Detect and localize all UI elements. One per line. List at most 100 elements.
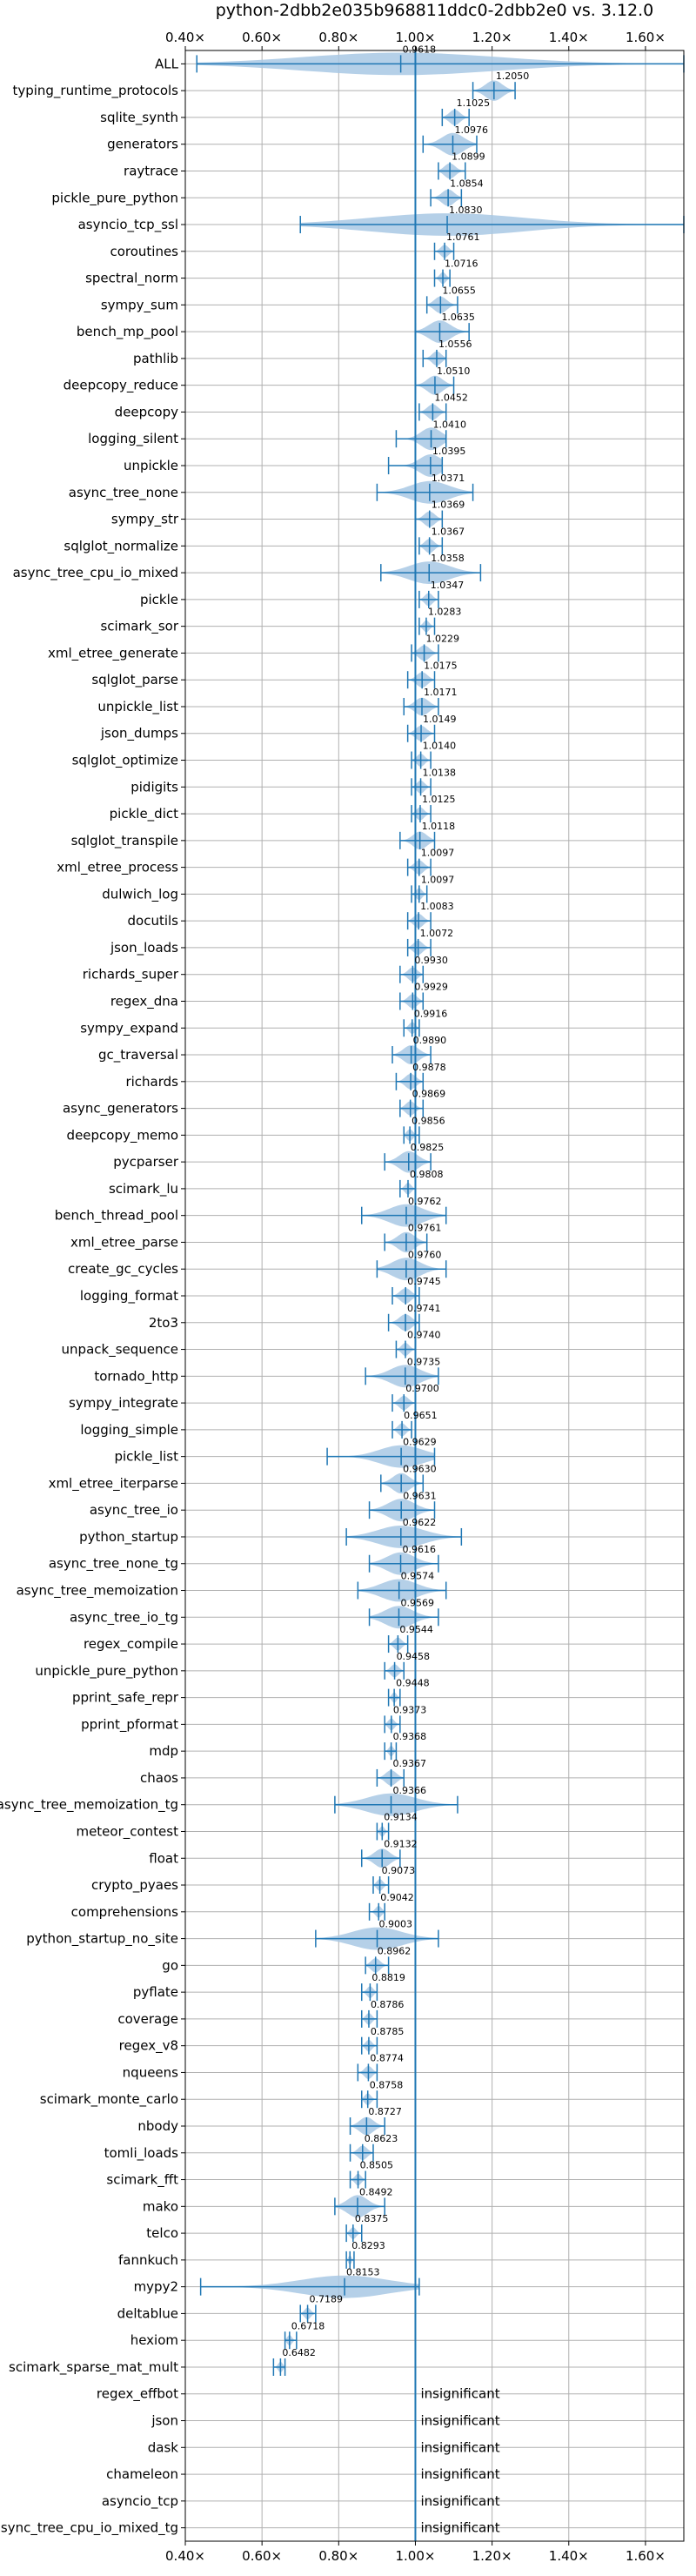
median-value-label: 1.0229 xyxy=(426,633,460,644)
median-value-label: 0.8505 xyxy=(360,2160,394,2171)
benchmark-label: logging_silent xyxy=(88,431,178,447)
benchmark-label: mdp xyxy=(149,1743,178,1759)
x-tick-label-bottom: 1.60× xyxy=(626,2548,666,2564)
benchmark-label: bench_thread_pool xyxy=(55,1208,178,1224)
median-value-label: 0.9622 xyxy=(403,1517,437,1528)
median-value-label: 0.9741 xyxy=(407,1303,441,1314)
benchmark-label: pidigits xyxy=(130,779,178,795)
insignificant-label: insignificant xyxy=(420,2493,499,2509)
median-value-label: 1.0347 xyxy=(431,580,465,591)
benchmark-label: dask xyxy=(148,2439,179,2455)
median-value-label: 1.0976 xyxy=(454,124,488,136)
median-value-label: 0.8774 xyxy=(370,2053,404,2064)
median-value-label: 0.8785 xyxy=(371,2026,405,2037)
median-value-label: 1.0716 xyxy=(445,258,478,270)
x-tick-label-top: 1.00× xyxy=(395,30,435,45)
benchmark-label: gc_traversal xyxy=(98,1047,178,1063)
median-value-label: 0.8727 xyxy=(368,2106,402,2117)
median-value-label: 1.0097 xyxy=(421,874,455,885)
median-value-label: 0.8786 xyxy=(371,1999,405,2010)
benchmark-label: unpickle_pure_python xyxy=(35,1663,178,1680)
median-value-label: 1.0358 xyxy=(431,553,465,564)
median-value-label: 0.9448 xyxy=(396,1678,430,1689)
x-tick-label-top: 1.60× xyxy=(626,30,666,45)
benchmark-label: sqlglot_transpile xyxy=(71,833,178,849)
benchmark-label: pickle_list xyxy=(114,1449,178,1466)
benchmark-label: async_generators xyxy=(63,1101,178,1117)
benchmark-label: xml_etree_iterparse xyxy=(49,1475,178,1492)
median-value-label: 0.6482 xyxy=(282,2347,316,2358)
labels: 0.40× 0.40× 0.60× 0.60× 0.80× 0.80× 1.00× 1.00×… xyxy=(0,30,666,2564)
benchmark-label: python_startup_no_site xyxy=(26,1931,178,1948)
median-value-label: 0.8758 xyxy=(370,2079,404,2090)
benchmark-label: async_tree_io_tg xyxy=(70,1609,178,1626)
x-tick-label-top: 1.20× xyxy=(472,30,512,45)
benchmark-label: json xyxy=(151,2413,178,2429)
median-value-label: 1.0118 xyxy=(422,821,455,832)
median-value-label: 0.9930 xyxy=(414,955,448,966)
benchmark-label: bench_mp_pool xyxy=(77,324,178,340)
median-value-label: 0.9458 xyxy=(397,1651,431,1662)
benchmark-label: sqlite_synth xyxy=(100,110,178,126)
median-value-label: 0.9878 xyxy=(412,1062,446,1073)
benchmark-label: xml_etree_parse xyxy=(70,1234,178,1251)
median-value-label: 0.9618 xyxy=(403,44,437,55)
median-value-label: 1.0854 xyxy=(450,178,484,189)
benchmark-label: docutils xyxy=(128,913,179,929)
median-value-label: 1.0367 xyxy=(432,526,465,537)
benchmark-label: pprint_pformat xyxy=(81,1716,178,1733)
median-value-label: 1.2050 xyxy=(496,70,530,82)
benchmark-label: richards_super xyxy=(83,967,179,983)
benchmark-label: asyncio_tcp_ssl xyxy=(78,217,178,233)
benchmark-label: pickle xyxy=(140,592,178,607)
benchmark-label: sqlglot_optimize xyxy=(72,753,178,769)
median-value-label: 0.9700 xyxy=(405,1383,439,1394)
median-value-label: 1.0556 xyxy=(438,339,472,350)
benchmark-label: coroutines xyxy=(110,244,178,259)
median-value-label: 0.9651 xyxy=(404,1410,438,1421)
benchmark-label: 2to3 xyxy=(149,1315,178,1331)
benchmark-label: pyflate xyxy=(133,1984,178,2000)
benchmark-label: tornado_http xyxy=(94,1368,178,1385)
median-value-label: 0.9574 xyxy=(401,1571,435,1582)
benchmark-label: asyncio_tcp xyxy=(102,2493,178,2510)
median-value-label: 1.0655 xyxy=(442,285,476,296)
median-value-label: 0.9745 xyxy=(407,1276,441,1287)
benchmark-label: python_startup xyxy=(79,1529,178,1546)
benchmark-label: scimark_monte_carlo xyxy=(40,2091,178,2108)
benchmark-label: mypy2 xyxy=(134,2279,178,2295)
plot-frame xyxy=(184,50,685,2542)
median-value-label: 0.9630 xyxy=(403,1463,437,1474)
median-value-label: 0.8819 xyxy=(371,1972,405,1983)
median-value-label: 0.9761 xyxy=(408,1223,442,1234)
benchmark-label: deepcopy_memo xyxy=(67,1127,178,1144)
benchmark-label: sympy_sum xyxy=(101,297,178,313)
x-tick-label-bottom: 1.20× xyxy=(472,2548,512,2564)
benchmark-label: deltablue xyxy=(117,2305,178,2321)
x-tick-label-bottom: 0.60× xyxy=(242,2548,282,2564)
median-value-label: 0.9616 xyxy=(403,1544,437,1555)
benchmark-label: richards xyxy=(125,1074,178,1090)
median-value-label: 0.9073 xyxy=(382,1865,416,1876)
benchmark-label: async_tree_none xyxy=(69,485,178,501)
benchmark-label: logging_format xyxy=(80,1288,178,1305)
median-value-label: 0.9003 xyxy=(379,1919,413,1930)
benchmark-label: coverage xyxy=(117,2011,178,2027)
benchmark-label: unpickle_list xyxy=(97,699,178,715)
benchmark-label: scimark_sparse_mat_mult xyxy=(9,2359,178,2376)
benchmark-label: sympy_integrate xyxy=(69,1395,178,1412)
median-value-label: 1.0171 xyxy=(424,687,457,698)
x-tick-label-top: 0.60× xyxy=(242,30,282,45)
benchmark-label: sqlglot_normalize xyxy=(64,538,178,554)
benchmark-label: pycparser xyxy=(113,1154,179,1170)
benchmark-label: comprehensions xyxy=(71,1904,179,1920)
median-value-label: 1.0369 xyxy=(432,500,465,511)
benchmark-label: chaos xyxy=(140,1770,178,1786)
insignificant-label: insignificant xyxy=(420,2413,499,2429)
benchmark-label: scimark_sor xyxy=(100,619,178,635)
benchmark-label: hexiom xyxy=(130,2332,178,2348)
benchmark-label: logging_simple xyxy=(80,1422,178,1439)
benchmark-label: xml_etree_generate xyxy=(48,645,178,661)
median-value-label: 0.9373 xyxy=(393,1704,427,1715)
median-value-label: 0.9760 xyxy=(408,1249,442,1260)
